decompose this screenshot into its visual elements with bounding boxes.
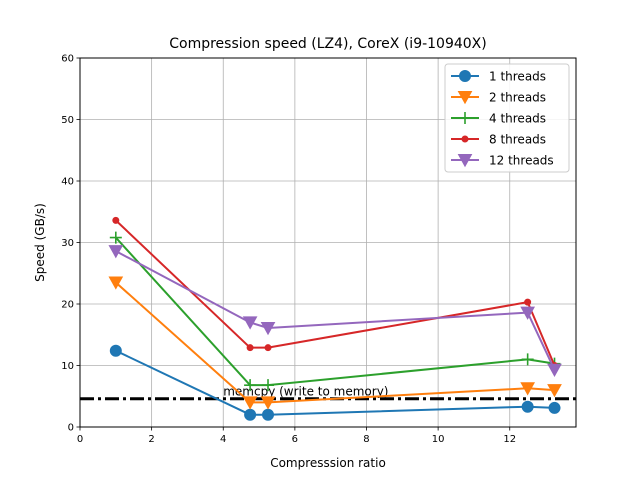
series-3 — [109, 231, 561, 392]
data-point — [524, 298, 532, 306]
legend-entry: 12 threads — [451, 154, 554, 168]
x-tick-label: 6 — [292, 434, 298, 445]
data-point — [457, 90, 473, 105]
legend-entry: 4 threads — [451, 112, 546, 126]
data-point — [547, 384, 562, 398]
data-point — [242, 396, 258, 410]
data-point — [521, 400, 534, 413]
data-point — [244, 408, 257, 421]
legend-box — [444, 63, 570, 173]
memcpy-label: memcpy (write to memory) — [223, 385, 388, 399]
legend: 1 threads 2 threads 4 threads 8 threads 12 t… — [444, 63, 570, 173]
y-tick-label: 20 — [61, 300, 74, 311]
x-axis-label: Compresssion ratio — [270, 456, 386, 470]
data-point — [244, 379, 257, 392]
x-tick-label: 2 — [148, 434, 154, 445]
data-point — [521, 353, 534, 366]
series-2 — [108, 276, 562, 410]
y-tick-label: 30 — [61, 238, 74, 249]
data-point — [262, 408, 275, 421]
x-tick-label: 0 — [77, 434, 83, 445]
data-point — [547, 363, 562, 378]
data-point — [109, 231, 122, 244]
x-tick-label: 12 — [503, 434, 516, 445]
y-tick-label: 60 — [61, 54, 74, 65]
data-point — [459, 112, 471, 124]
data-point — [260, 321, 276, 336]
data-point — [109, 344, 122, 357]
data-point — [260, 396, 276, 410]
data-point — [520, 382, 536, 396]
legend-label: 2 threads — [489, 91, 546, 105]
data-point — [461, 135, 469, 143]
series-1 — [109, 344, 561, 421]
reference-line-group: memcpy (write to memory) — [80, 385, 576, 401]
legend-label: 8 threads — [489, 133, 546, 147]
y-tick-label: 40 — [61, 177, 74, 188]
data-point — [520, 306, 536, 320]
data-point — [112, 216, 120, 224]
x-tick-label: 10 — [432, 434, 445, 445]
legend-label: 4 threads — [489, 112, 546, 126]
y-tick-label: 50 — [61, 115, 74, 126]
y-tick-label: 10 — [61, 361, 74, 372]
data-point — [246, 344, 254, 352]
x-tick-label: 8 — [363, 434, 369, 445]
data-point — [262, 379, 275, 392]
data-point — [264, 344, 272, 352]
ticks: 0 2 4 6 8 10 12 0 10 20 30 40 50 60 — [61, 54, 516, 446]
legend-entry: 2 threads — [451, 91, 546, 105]
chart-title: Compression speed (LZ4), CoreX (i9-10940… — [169, 36, 487, 52]
data-point — [108, 245, 124, 259]
data-point — [108, 276, 124, 290]
y-axis-label: Speed (GB/s) — [33, 203, 47, 282]
data-point — [242, 316, 258, 330]
legend-label: 12 threads — [489, 154, 554, 168]
data-point — [457, 153, 473, 168]
series-5 — [108, 245, 562, 378]
y-tick-label: 0 — [68, 423, 74, 434]
data-point — [459, 70, 471, 82]
legend-label: 1 threads — [489, 70, 546, 84]
legend-entry: 8 threads — [451, 133, 546, 147]
series-layer — [108, 216, 562, 421]
x-tick-label: 4 — [220, 434, 226, 445]
legend-entry: 1 threads — [451, 70, 546, 84]
data-point — [548, 401, 561, 414]
